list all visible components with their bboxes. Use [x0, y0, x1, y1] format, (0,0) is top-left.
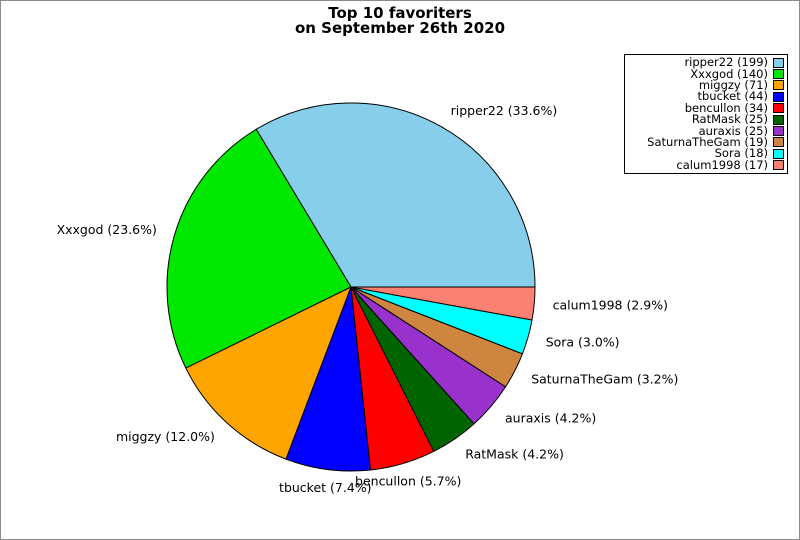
chart-title-line1: Top 10 favoriters	[328, 4, 472, 22]
legend-swatch-auraxis	[773, 126, 784, 137]
legend-label-ripper22: ripper22 (199)	[684, 55, 768, 70]
legend-item-Sora: Sora (18)	[627, 148, 784, 159]
legend-swatch-tbucket	[773, 91, 784, 102]
legend-swatch-Xxxgod	[773, 69, 784, 80]
legend-item-RatMask: RatMask (25)	[627, 112, 784, 127]
chart-title: Top 10 favoriters on September 26th 2020	[1, 6, 799, 36]
slice-label-RatMask: RatMask (4.2%)	[465, 446, 564, 461]
slice-label-Sora: Sora (3.0%)	[546, 334, 620, 349]
legend-swatch-bencullon	[773, 103, 784, 114]
slice-label-calum1998: calum1998 (2.9%)	[553, 298, 668, 313]
legend-label-RatMask: RatMask (25)	[691, 112, 768, 127]
legend-swatch-Sora	[773, 148, 784, 159]
legend-item-auraxis: auraxis (25)	[627, 123, 784, 138]
legend-label-tbucket: tbucket (44)	[697, 89, 768, 104]
legend-label-SaturnaTheGam: SaturnaTheGam (19)	[647, 134, 768, 149]
slice-label-SaturnaTheGam: SaturnaTheGam (3.2%)	[531, 371, 678, 386]
legend-item-tbucket: tbucket (44)	[627, 91, 784, 102]
pie-slice-ripper22	[255, 102, 536, 288]
legend-label-auraxis: auraxis (25)	[698, 123, 768, 138]
legend-item-miggzy: miggzy (71)	[627, 77, 784, 92]
chart-title-line2: on September 26th 2020	[294, 19, 506, 37]
slice-label-bencullon: bencullon (5.7%)	[355, 473, 461, 488]
legend-item-ripper22: ripper22 (199)	[627, 55, 784, 70]
slice-label-miggzy: miggzy (12.0%)	[116, 429, 215, 444]
slice-label-auraxis: auraxis (4.2%)	[505, 411, 596, 426]
legend-swatch-ripper22	[773, 57, 784, 68]
legend-label-calum1998: calum1998 (17)	[676, 157, 768, 172]
slice-label-Xxxgod: Xxxgod (23.6%)	[57, 222, 157, 237]
legend-swatch-miggzy	[773, 80, 784, 91]
slice-label-ripper22: ripper22 (33.6%)	[451, 103, 558, 118]
legend-swatch-SaturnaTheGam	[773, 137, 784, 148]
legend-label-Sora: Sora (18)	[714, 146, 768, 161]
legend-label-bencullon: bencullon (34)	[684, 100, 768, 115]
legend-item-bencullon: bencullon (34)	[627, 100, 784, 115]
pie-slice-miggzy	[185, 286, 352, 460]
legend-item-SaturnaTheGam: SaturnaTheGam (19)	[627, 134, 784, 149]
pie-slice-Xxxgod	[166, 128, 352, 369]
legend-item-calum1998: calum1998 (17)	[627, 157, 784, 172]
legend-item-Xxxgod: Xxxgod (140)	[627, 66, 784, 81]
legend: ripper22 (199) Xxxgod (140) miggzy (71) tbu…	[624, 54, 788, 174]
pie-slice-calum1998	[350, 286, 536, 321]
legend-label-miggzy: miggzy (71)	[698, 77, 768, 92]
slice-label-tbucket: tbucket (7.4%)	[279, 480, 372, 495]
legend-label-Xxxgod: Xxxgod (140)	[690, 66, 768, 81]
legend-swatch-RatMask	[773, 114, 784, 125]
legend-swatch-calum1998	[773, 160, 784, 171]
